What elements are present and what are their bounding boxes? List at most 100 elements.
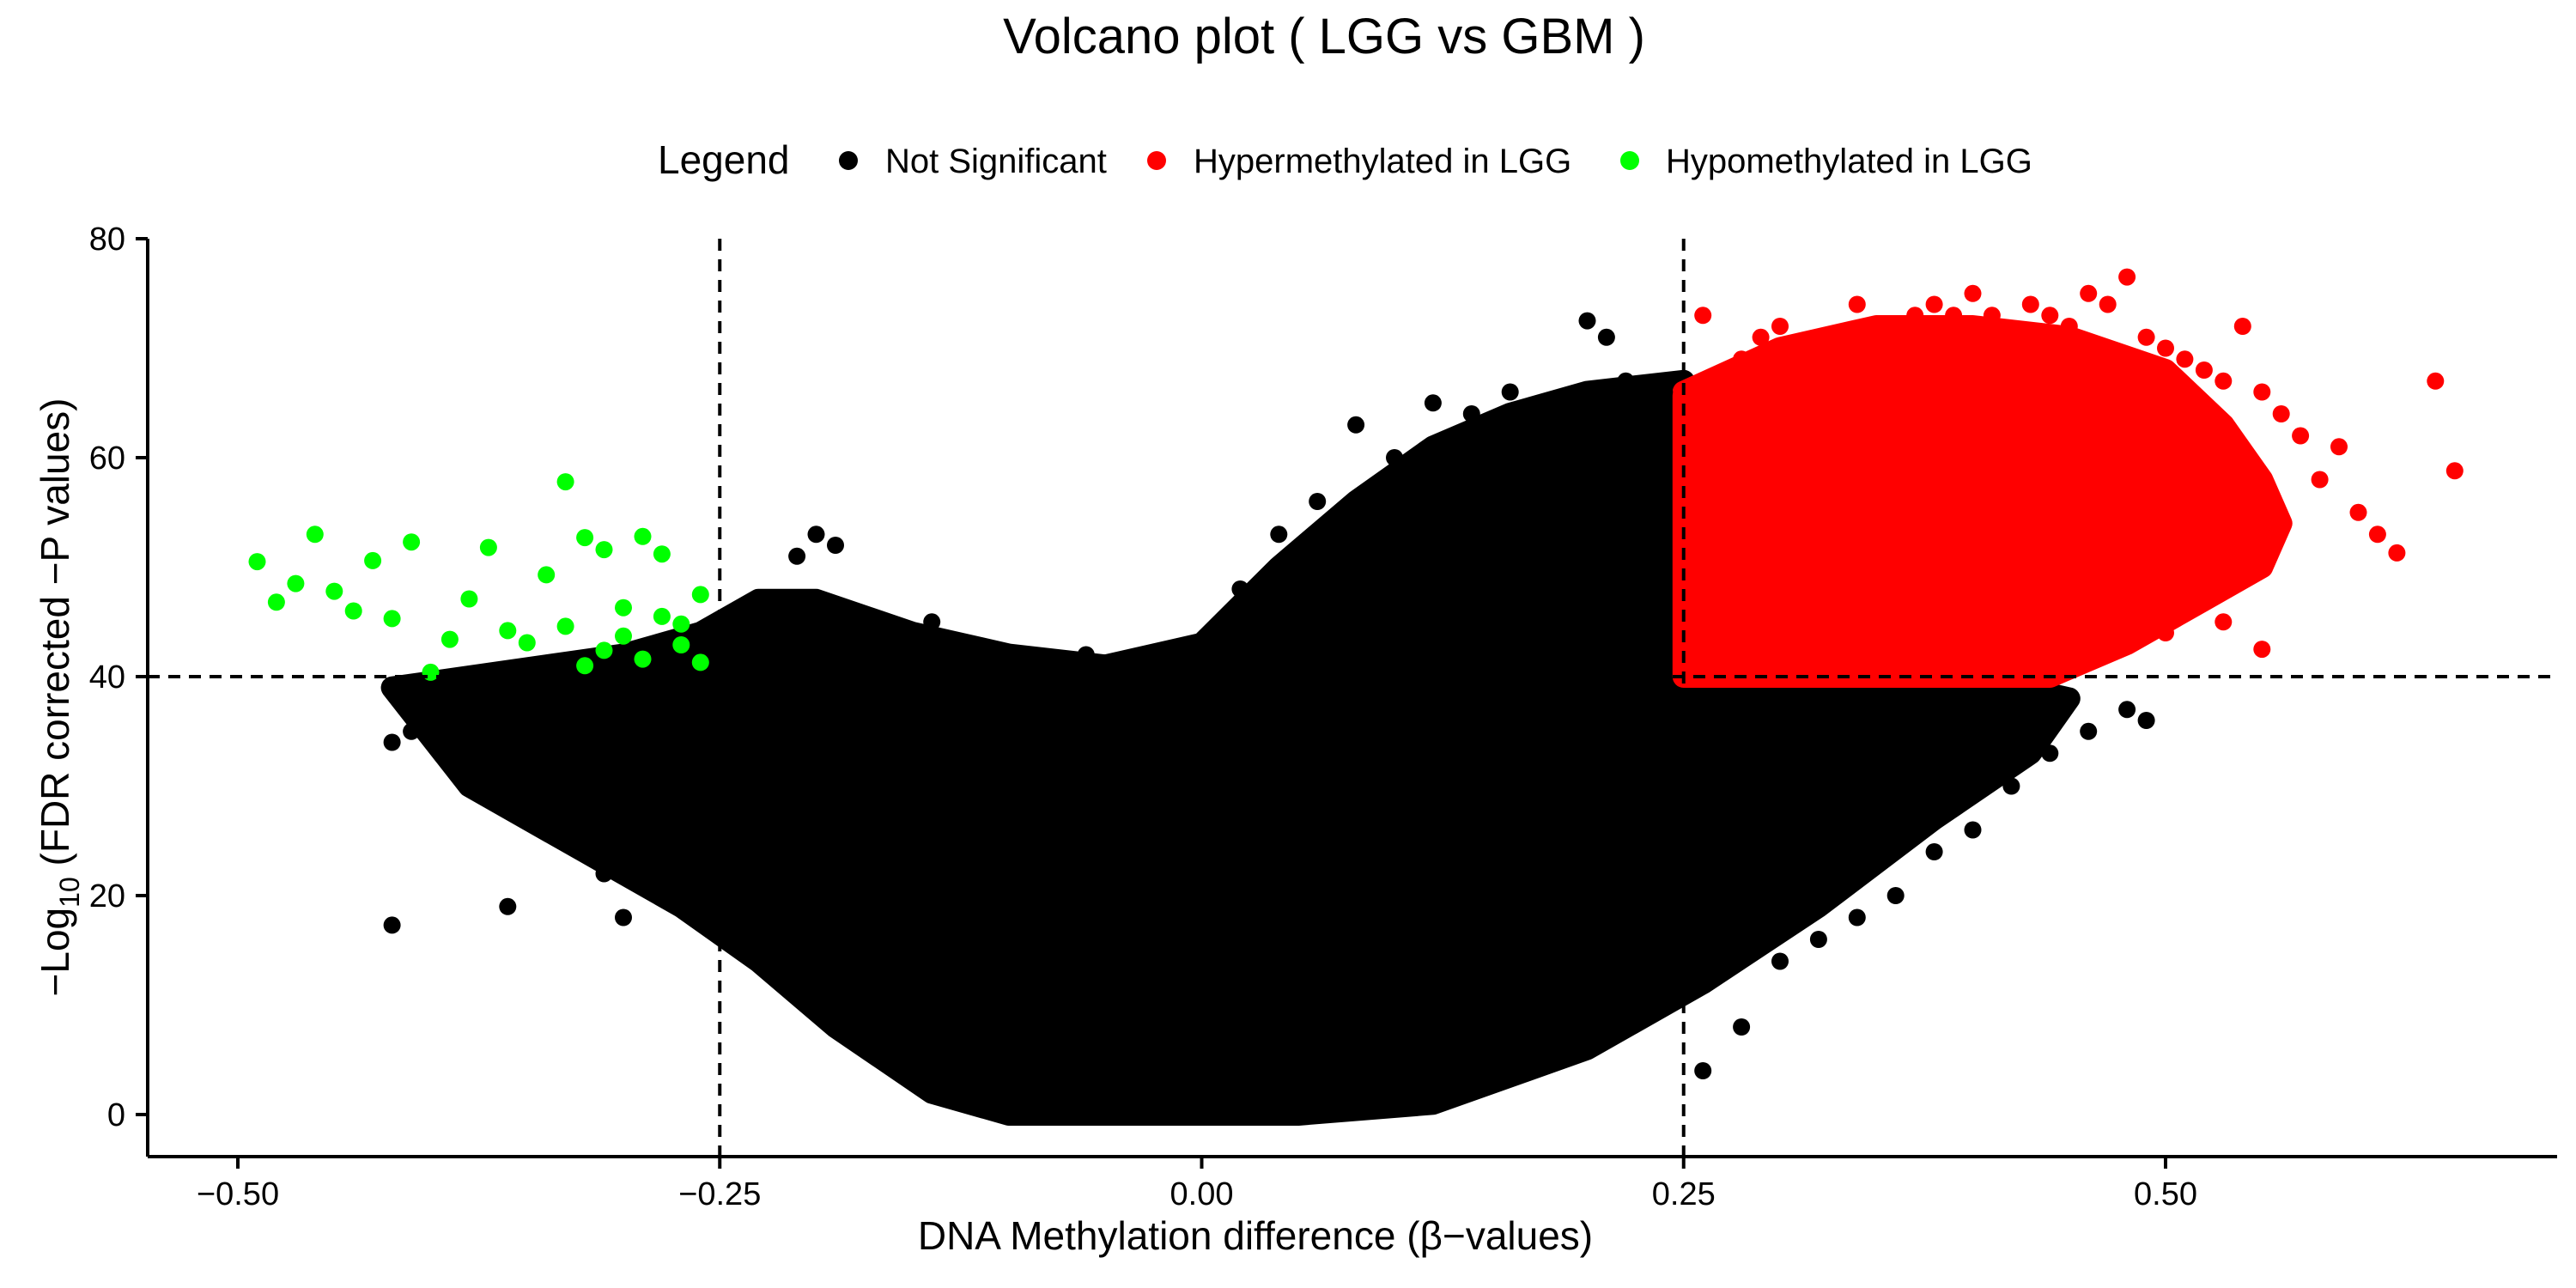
- point-not-significant: [750, 602, 768, 620]
- point-hypomethylated-in-lgg: [615, 627, 632, 645]
- legend-marker-hypermethylated: [1147, 151, 1166, 170]
- point-hypermethylated-in-lgg: [1886, 328, 1905, 346]
- point-hypermethylated-in-lgg: [2272, 405, 2290, 422]
- legend-label-not-significant: Not Significant: [885, 143, 1107, 180]
- legend-label-hypomethylated: Hypomethylated in LGG: [1666, 143, 2032, 180]
- point-hypomethylated-in-lgg: [306, 526, 324, 544]
- point-not-significant: [711, 908, 729, 927]
- point-not-significant: [769, 613, 787, 631]
- point-hypermethylated-in-lgg: [2368, 526, 2386, 544]
- point-hypomethylated-in-lgg: [634, 527, 652, 545]
- point-not-significant: [1462, 405, 1480, 422]
- y-axis-title-subscript: 10: [54, 877, 85, 908]
- point-hypermethylated-in-lgg: [2080, 284, 2098, 302]
- x-axis-ticks: −0.50 −0.25 0.00 0.25 0.50: [197, 1157, 2197, 1212]
- point-hypermethylated-in-lgg: [1829, 537, 1847, 554]
- point-hypermethylated-in-lgg: [2137, 328, 2155, 346]
- point-not-significant: [499, 766, 517, 784]
- point-hypermethylated-in-lgg: [1964, 646, 1982, 664]
- y-axis-title: −Log10 (FDR corrected −P values): [33, 398, 85, 997]
- point-hypermethylated-in-lgg: [1752, 328, 1770, 346]
- y-tick-label: 60: [89, 440, 125, 477]
- point-hypermethylated-in-lgg: [2388, 544, 2406, 562]
- point-not-significant: [1597, 328, 1615, 346]
- y-tick-label: 0: [107, 1097, 125, 1133]
- point-not-significant: [460, 777, 478, 795]
- x-axis-title: DNA Methylation difference (β−values): [918, 1213, 1593, 1258]
- point-not-significant: [1906, 766, 1924, 784]
- point-hypermethylated-in-lgg: [2157, 339, 2174, 357]
- point-hypermethylated-in-lgg: [1829, 361, 1847, 379]
- point-not-significant: [1578, 312, 1596, 330]
- point-hypermethylated-in-lgg: [2349, 503, 2367, 521]
- point-hypomethylated-in-lgg: [576, 657, 594, 675]
- point-not-significant: [383, 916, 401, 934]
- point-not-significant: [1694, 1062, 1712, 1079]
- point-hypermethylated-in-lgg: [2118, 268, 2136, 286]
- point-not-significant: [865, 624, 883, 641]
- point-hypermethylated-in-lgg: [1848, 295, 1866, 313]
- y-axis-title-rest: (FDR corrected −P values): [33, 398, 77, 878]
- point-not-significant: [1771, 952, 1789, 970]
- point-not-significant: [730, 624, 748, 641]
- point-hypomethylated-in-lgg: [479, 538, 497, 556]
- point-not-significant: [403, 722, 421, 740]
- point-hypermethylated-in-lgg: [1694, 307, 1712, 325]
- point-hypermethylated-in-lgg: [2060, 635, 2078, 653]
- point-hypermethylated-in-lgg: [2215, 613, 2233, 631]
- x-tick-label: −0.50: [197, 1176, 279, 1212]
- threshold-lines: [148, 239, 2557, 1157]
- point-hypermethylated-in-lgg: [1964, 284, 1982, 302]
- point-not-significant: [634, 777, 652, 795]
- point-hypomethylated-in-lgg: [653, 607, 671, 625]
- point-not-significant: [518, 799, 536, 817]
- point-hypermethylated-in-lgg: [1925, 558, 1943, 576]
- point-not-significant: [576, 788, 594, 806]
- point-not-significant: [440, 690, 459, 708]
- point-not-significant: [807, 526, 825, 544]
- x-tick-label: −0.25: [678, 1176, 761, 1212]
- point-not-significant: [1077, 646, 1095, 664]
- point-not-significant: [1347, 416, 1365, 434]
- legend: Legend Not Significant Hypermethylated i…: [658, 137, 2032, 182]
- point-not-significant: [1656, 383, 1674, 401]
- point-cloud-regions: [380, 315, 2293, 1126]
- point-hypermethylated-in-lgg: [2041, 307, 2059, 325]
- point-not-significant: [1617, 372, 1635, 390]
- y-tick-label: 80: [89, 222, 125, 258]
- region-hypermethylated-in-lgg: [1672, 315, 2293, 688]
- point-not-significant: [1309, 493, 1327, 510]
- point-hypermethylated-in-lgg: [1925, 295, 1943, 313]
- point-hypermethylated-in-lgg: [2253, 641, 2271, 659]
- point-not-significant: [1501, 383, 1519, 401]
- point-hypermethylated-in-lgg: [1868, 654, 1886, 672]
- point-hypomethylated-in-lgg: [325, 582, 343, 600]
- point-hypomethylated-in-lgg: [556, 473, 574, 491]
- point-not-significant: [1424, 394, 1442, 412]
- point-hypermethylated-in-lgg: [2445, 462, 2464, 480]
- point-not-significant: [903, 646, 921, 664]
- point-hypermethylated-in-lgg: [1733, 350, 1751, 368]
- point-hypermethylated-in-lgg: [1906, 307, 1924, 325]
- point-hypermethylated-in-lgg: [1809, 339, 1827, 357]
- point-hypomethylated-in-lgg: [460, 590, 478, 608]
- legend-label-hypermethylated: Hypermethylated in LGG: [1194, 143, 1571, 180]
- point-not-significant: [827, 537, 844, 554]
- point-hypomethylated-in-lgg: [615, 598, 632, 617]
- point-not-significant: [923, 613, 941, 631]
- point-hypomethylated-in-lgg: [691, 653, 709, 671]
- point-not-significant: [1000, 678, 1018, 696]
- point-hypomethylated-in-lgg: [634, 650, 652, 668]
- point-not-significant: [615, 908, 632, 927]
- point-hypermethylated-in-lgg: [2330, 438, 2348, 456]
- point-not-significant: [1733, 1018, 1751, 1036]
- point-hypomethylated-in-lgg: [576, 529, 594, 547]
- point-hypomethylated-in-lgg: [267, 593, 285, 611]
- point-hypermethylated-in-lgg: [2253, 383, 2271, 401]
- point-hypermethylated-in-lgg: [2233, 318, 2251, 335]
- point-not-significant: [1540, 427, 1558, 445]
- point-hypomethylated-in-lgg: [556, 617, 574, 635]
- point-hypermethylated-in-lgg: [1713, 394, 1731, 412]
- point-hypermethylated-in-lgg: [2311, 471, 2329, 489]
- point-hypomethylated-in-lgg: [595, 541, 613, 559]
